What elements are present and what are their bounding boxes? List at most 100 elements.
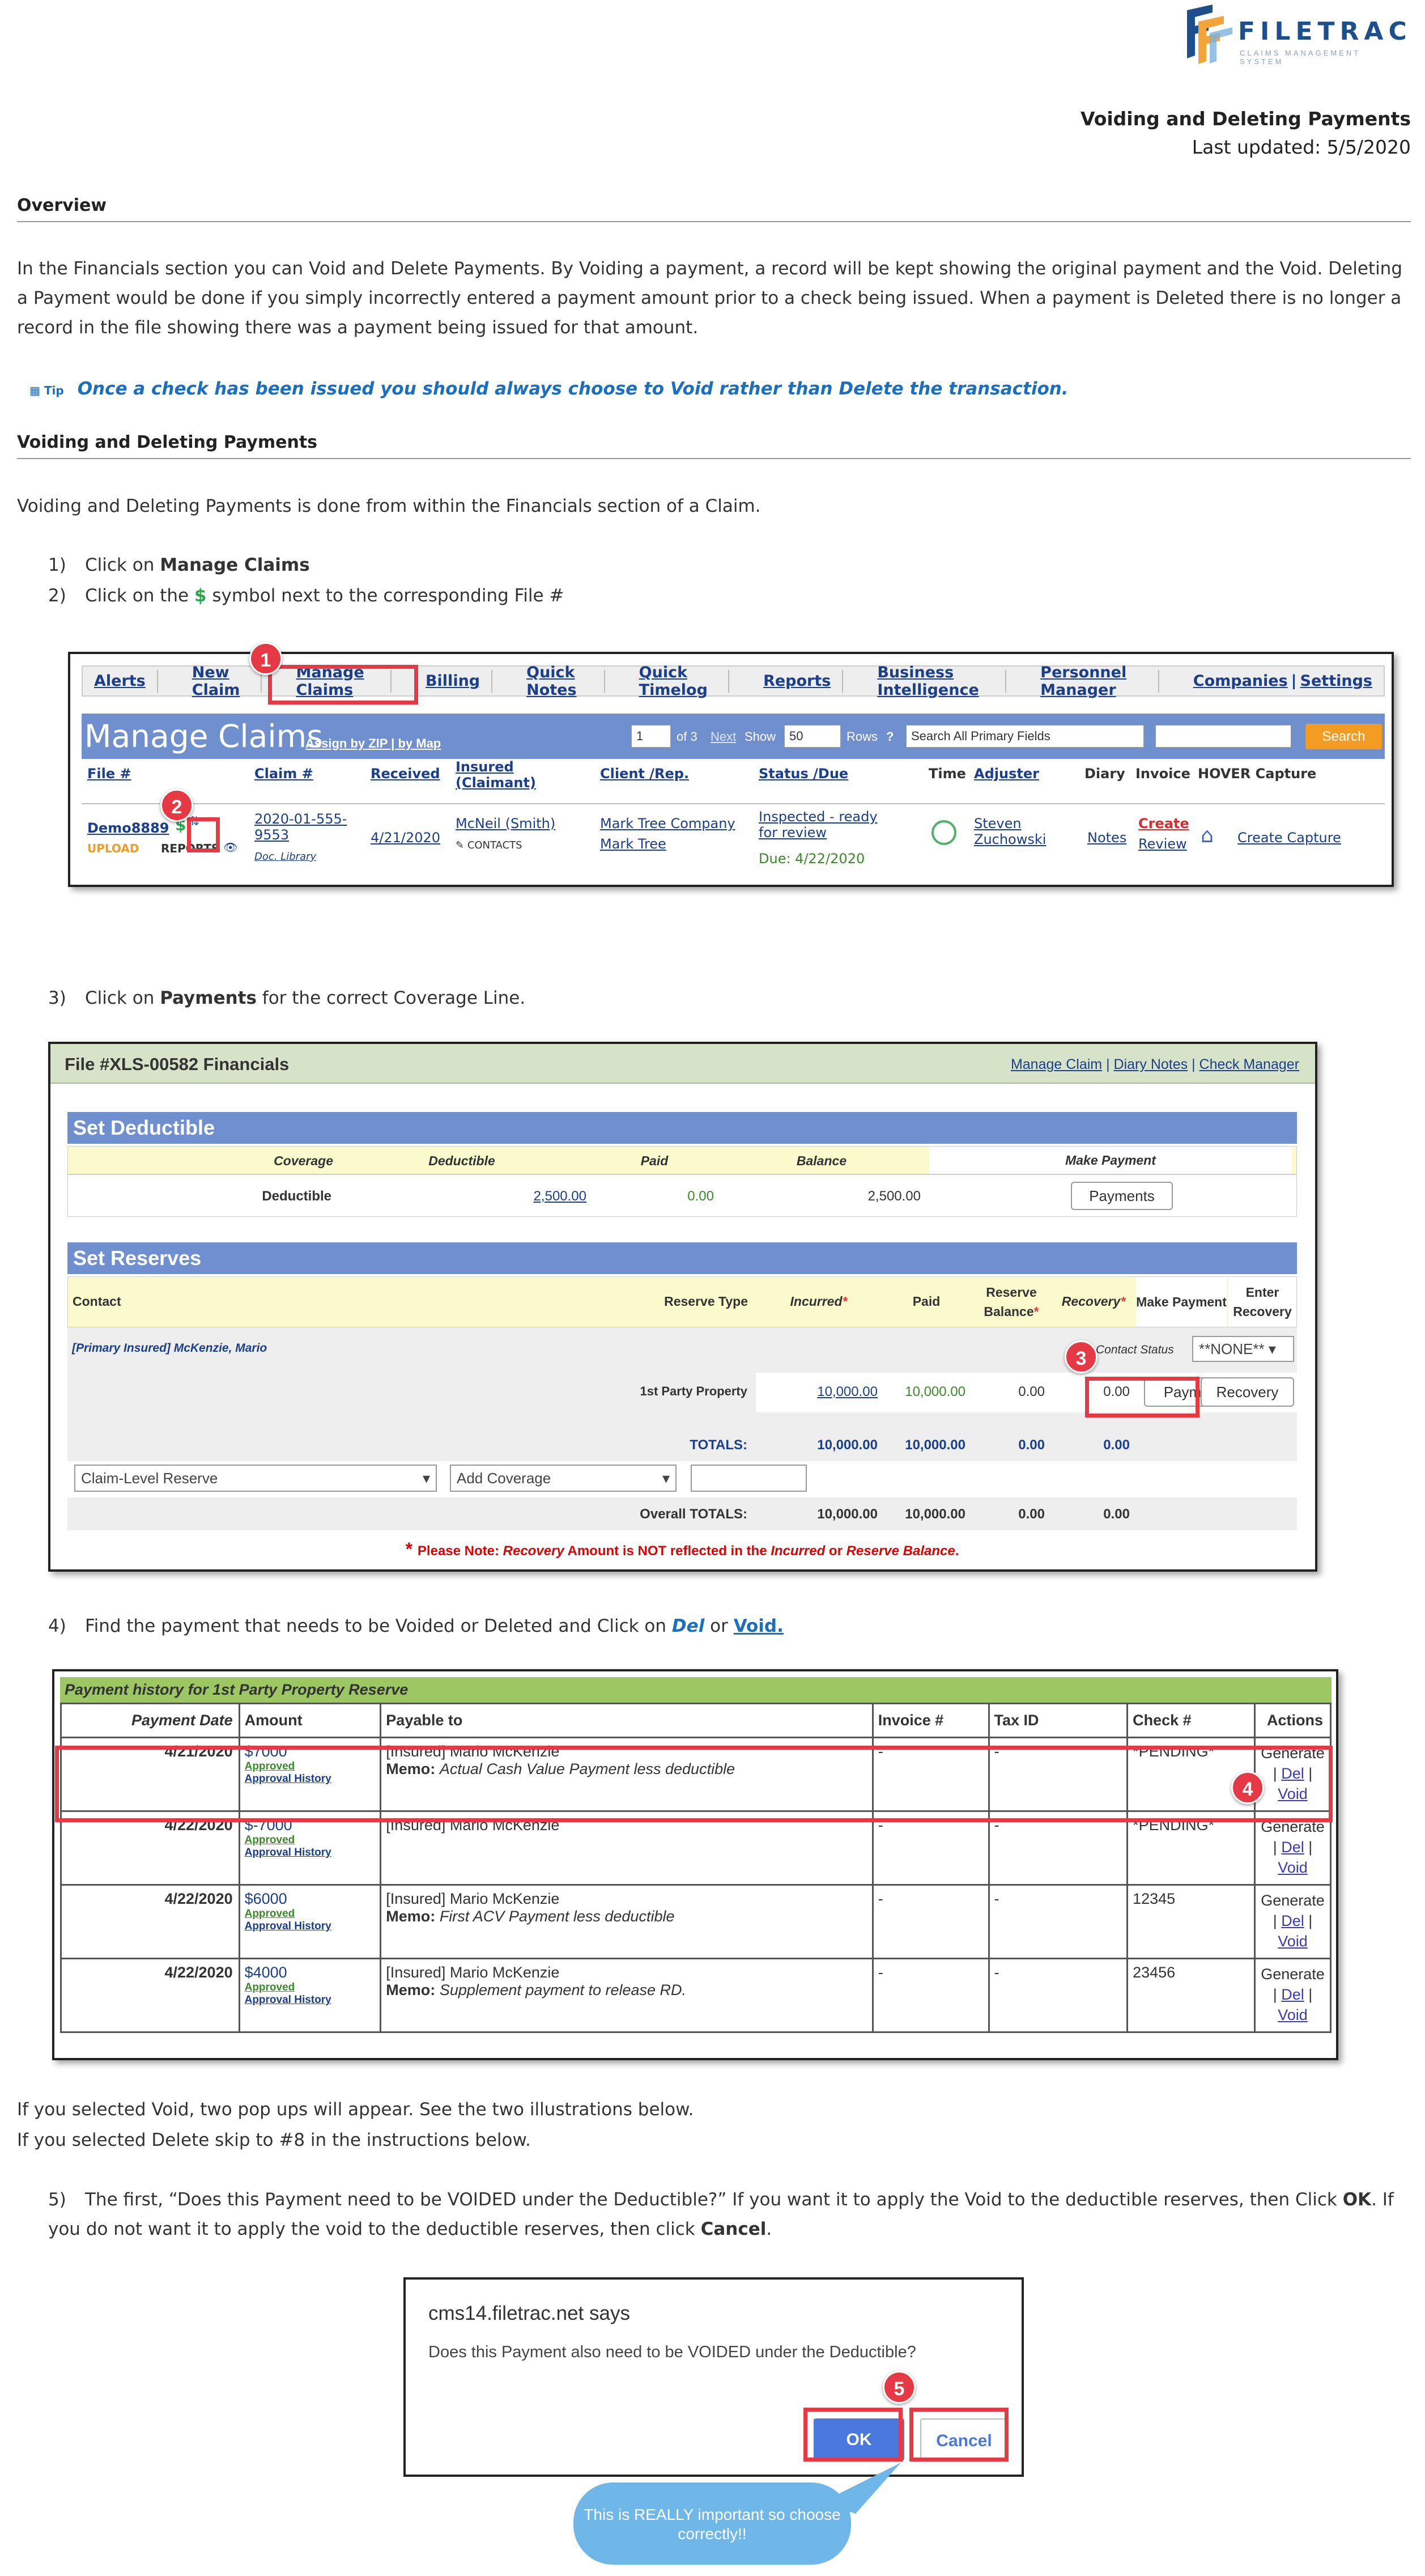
financials-screenshot: File #XLS-00582 Financials Manage Claim … bbox=[48, 1042, 1317, 1572]
void-link[interactable]: Void bbox=[1278, 1785, 1308, 1802]
generate-link[interactable]: Generate bbox=[1261, 1892, 1325, 1909]
tab-quick-timelog[interactable]: Quick Timelog bbox=[639, 663, 708, 699]
ok-button[interactable]: OK bbox=[814, 2418, 904, 2461]
file-number-link[interactable]: Demo8889 bbox=[87, 820, 169, 836]
tab-alerts[interactable]: Alerts bbox=[94, 672, 146, 690]
payable-cell: [Insured] Mario McKenzie Memo: Supplement… bbox=[380, 1958, 874, 2033]
claim-number-link[interactable]: 2020-01-555-9553 bbox=[254, 811, 347, 843]
add-coverage-select[interactable]: Add Coverage ▾ bbox=[450, 1465, 677, 1492]
next-link[interactable]: Next bbox=[711, 729, 737, 744]
totals-incurred: 10,000.00 bbox=[817, 1437, 878, 1453]
upload-link[interactable]: UPLOAD bbox=[87, 842, 139, 855]
cancel-button[interactable]: Cancel bbox=[920, 2418, 1008, 2461]
tab-business-intelligence[interactable]: Business Intelligence bbox=[877, 663, 979, 699]
ded-balance: 2,500.00 bbox=[867, 1189, 921, 1204]
actions-cell: Generate | Del | Void bbox=[1253, 1958, 1332, 2033]
col-actions: Actions bbox=[1253, 1703, 1332, 1738]
diary-notes-link[interactable]: Notes bbox=[1087, 830, 1127, 846]
approved-link[interactable]: Approved bbox=[244, 1908, 295, 1920]
col-claim[interactable]: Claim # bbox=[254, 766, 313, 782]
tab-reports[interactable]: Reports bbox=[763, 672, 831, 690]
col-adjuster[interactable]: Adjuster bbox=[974, 766, 1039, 782]
void-link[interactable]: Void bbox=[1278, 1933, 1308, 1950]
approval-history-link[interactable]: Approval History bbox=[244, 1994, 331, 2006]
res-col-enter-recovery: Enter Recovery bbox=[1228, 1277, 1296, 1327]
del-link[interactable]: Del bbox=[1281, 1912, 1304, 1929]
col-amount: Amount bbox=[238, 1703, 382, 1738]
col-file[interactable]: File # bbox=[87, 766, 131, 782]
claim-level-reserve-select[interactable]: Claim-Level Reserve ▾ bbox=[74, 1465, 437, 1492]
tab-personnel-manager[interactable]: Personnel Manager bbox=[1040, 663, 1127, 699]
res-col-type: Reserve Type bbox=[664, 1294, 748, 1309]
assign-links[interactable]: Assign by ZIP | by Map bbox=[305, 736, 441, 750]
approved-link[interactable]: Approved bbox=[244, 1981, 295, 1993]
approved-link[interactable]: Approved bbox=[244, 1760, 295, 1772]
tab-billing[interactable]: Billing bbox=[425, 672, 480, 690]
doc-library-link[interactable]: Doc. Library bbox=[254, 851, 317, 863]
approved-link[interactable]: Approved bbox=[244, 1834, 295, 1846]
voiding-intro: Voiding and Deleting Payments is done fr… bbox=[17, 496, 761, 516]
rep-link[interactable]: Mark Tree bbox=[600, 836, 666, 852]
rows-select[interactable]: 50 bbox=[784, 725, 841, 748]
tab-settings[interactable]: Settings bbox=[1300, 672, 1372, 690]
ded-amount-link[interactable]: 2,500.00 bbox=[533, 1189, 586, 1204]
adjuster-link[interactable]: Steven Zuchowski bbox=[974, 816, 1047, 847]
res-col-make-payment: Make Payment bbox=[1136, 1277, 1227, 1327]
void-link[interactable]: Void bbox=[1278, 2006, 1308, 2023]
col-client[interactable]: Client /Rep. bbox=[600, 766, 690, 782]
totals-recovery: 0.00 bbox=[1103, 1437, 1130, 1453]
help-icon[interactable]: ? bbox=[886, 729, 894, 744]
diary-notes-link[interactable]: Diary Notes bbox=[1113, 1056, 1188, 1072]
approval-history-link[interactable]: Approval History bbox=[244, 1920, 331, 1932]
approval-history-link[interactable]: Approval History bbox=[244, 1847, 331, 1858]
clock-icon[interactable] bbox=[931, 820, 956, 845]
client-link[interactable]: Mark Tree Company bbox=[600, 816, 735, 831]
check-manager-link[interactable]: Check Manager bbox=[1199, 1056, 1299, 1072]
invoice-review-link[interactable]: Review bbox=[1138, 836, 1187, 852]
search-input[interactable] bbox=[1155, 725, 1291, 748]
ded-paid: 0.00 bbox=[687, 1189, 714, 1204]
totals-paid: 10,000.00 bbox=[905, 1437, 965, 1453]
del-link[interactable]: Del bbox=[1281, 1839, 1304, 1856]
create-capture-link[interactable]: Create Capture bbox=[1237, 830, 1341, 846]
highlight-ok bbox=[803, 2408, 903, 2462]
insured-link[interactable]: McNeil (Smith) bbox=[456, 816, 556, 831]
contacts-link[interactable]: ✎ CONTACTS bbox=[456, 839, 522, 851]
manage-claim-link[interactable]: Manage Claim bbox=[1010, 1056, 1103, 1072]
hover-house-icon: ⌂ bbox=[1201, 824, 1214, 847]
tab-quick-notes[interactable]: Quick Notes bbox=[526, 663, 577, 699]
eye-icon[interactable]: 👁 bbox=[223, 841, 238, 854]
res-col-contact: Contact bbox=[73, 1294, 121, 1309]
insured-contact: [Primary Insured] McKenzie, Mario bbox=[72, 1342, 267, 1355]
recovery-button[interactable]: Recovery bbox=[1201, 1377, 1294, 1407]
coverage-amount-input[interactable] bbox=[691, 1465, 807, 1492]
generate-link[interactable]: Generate bbox=[1261, 1966, 1325, 1983]
invoice-create-link[interactable]: Create bbox=[1138, 816, 1189, 831]
approval-history-link[interactable]: Approval History bbox=[244, 1773, 331, 1785]
status-link[interactable]: Inspected - ready for review bbox=[759, 809, 878, 841]
void-link[interactable]: Void bbox=[1278, 1859, 1308, 1876]
res-col-paid: Paid bbox=[912, 1294, 941, 1309]
del-link[interactable]: Del bbox=[1281, 1765, 1304, 1782]
deductible-payments-button[interactable]: Payments bbox=[1071, 1182, 1173, 1210]
page-title: Manage Claims bbox=[84, 718, 323, 754]
page-select[interactable]: 1 bbox=[631, 725, 671, 748]
tab-new-claim[interactable]: New Claim bbox=[192, 663, 240, 699]
payable-cell: [Insured] Mario McKenzie Memo: First ACV … bbox=[380, 1884, 874, 1959]
dollar-icon: $ bbox=[194, 585, 207, 606]
contact-status-select[interactable]: **NONE** ▾ bbox=[1192, 1336, 1294, 1362]
filetrac-logo: FILETRAC CLAIMS MANAGEMENT SYSTEM bbox=[1181, 5, 1408, 67]
tab-companies[interactable]: Companies bbox=[1193, 672, 1288, 690]
badge-3: 3 bbox=[1065, 1340, 1098, 1373]
deductible-header-row: Coverage Deductible Paid Balance Make Pa… bbox=[67, 1146, 1297, 1174]
search-button[interactable]: Search bbox=[1305, 724, 1382, 749]
col-status[interactable]: Status /Due bbox=[759, 766, 849, 782]
col-insured[interactable]: Insured (Claimant) bbox=[456, 759, 536, 791]
col-received[interactable]: Received bbox=[371, 766, 440, 782]
recovery-note: * Please Note: Recovery Amount is NOT re… bbox=[405, 1539, 959, 1559]
search-field-select[interactable]: Search All Primary Fields bbox=[906, 725, 1144, 748]
reserves-header-row: Contact Reserve Type Incurred* Paid Rese… bbox=[67, 1276, 1297, 1327]
del-link[interactable]: Del bbox=[1281, 1986, 1304, 2003]
check-cell: *PENDING* bbox=[1126, 1810, 1256, 1886]
incurred-link[interactable]: 10,000.00 bbox=[817, 1384, 878, 1399]
